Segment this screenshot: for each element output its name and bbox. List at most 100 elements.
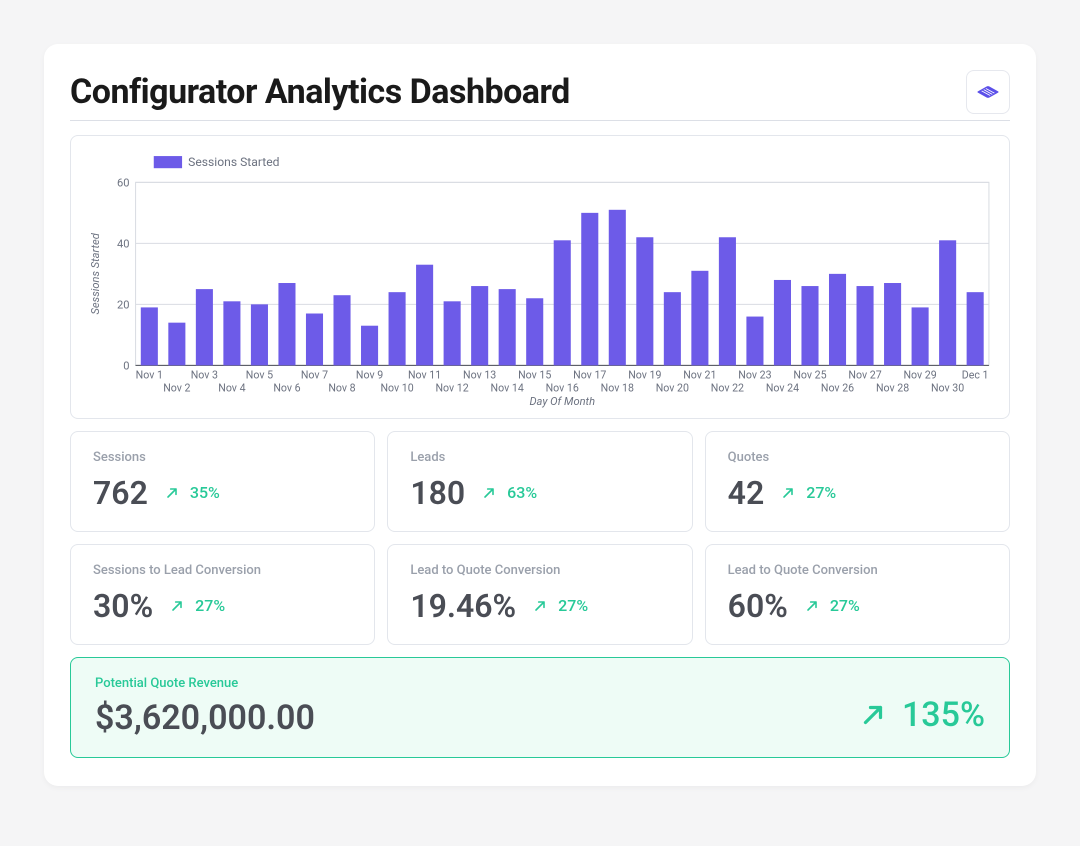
chart-bar [333,295,350,365]
kpi-delta-value: 35% [190,483,220,502]
dashboard-header: Configurator Analytics Dashboard [70,70,1010,121]
chart-bar [223,301,240,365]
chart-bar [746,317,763,366]
page-title: Configurator Analytics Dashboard [70,72,570,112]
trend-up-arrow-icon [481,485,497,501]
x-tick-label: Nov 20 [656,382,689,395]
kpi-card: Leads18063% [387,431,692,532]
kpi-value: 42 [728,477,765,509]
sessions-bar-chart: Sessions Started0204060Sessions StartedD… [85,150,995,408]
kpi-delta: 35% [164,483,220,502]
x-tick-label: Nov 12 [436,382,469,395]
x-tick-label: Nov 28 [876,382,909,395]
kpi-delta: 27% [532,596,588,615]
chart-bar [361,326,378,366]
revenue-delta: 135% [858,695,985,735]
chart-bar [884,283,901,365]
analytics-dashboard: Configurator Analytics Dashboard Sessio [44,44,1036,786]
y-axis-label: Sessions Started [89,232,102,314]
trend-up-arrow-icon [780,485,796,501]
x-tick-label: Nov 1 [136,369,163,382]
x-tick-label: Nov 6 [273,382,300,395]
x-tick-label: Nov 8 [328,382,355,395]
x-tick-label: Nov 2 [163,382,190,395]
chart-bar [444,301,461,365]
x-tick-label: Nov 29 [903,369,936,382]
trend-up-arrow-icon [858,700,888,730]
legend-label: Sessions Started [188,155,279,169]
kpi-card: Sessions to Lead Conversion30%27% [70,544,375,645]
kpi-card: Lead to Quote Conversion 60% 27% [705,544,1010,645]
y-tick-label: 0 [123,359,129,372]
chart-bar [967,292,984,365]
x-tick-label: Dec 1 [962,369,989,382]
kpi-card: Sessions 762 35% [70,431,375,532]
x-tick-label: Nov 15 [518,369,551,382]
x-tick-label: Nov 25 [793,369,826,382]
x-tick-label: Nov 30 [931,382,964,395]
x-tick-label: Nov 22 [711,382,744,395]
chart-bar [471,286,488,365]
chart-bar [912,307,929,365]
chart-bar [664,292,681,365]
chart-bar [499,289,516,365]
kpi-value: 180 [410,477,465,509]
x-tick-label: Nov 14 [491,382,524,395]
kpi-label: Sessions to Lead Conversion [93,563,352,578]
trend-up-arrow-icon [804,598,820,614]
trend-up-arrow-icon [532,598,548,614]
kpi-label: Lead to Quote Conversion [728,563,987,578]
chart-bar [939,240,956,365]
kpi-delta: 27% [169,596,225,615]
app-logo-icon [966,70,1010,114]
x-tick-label: Nov 19 [628,369,661,382]
trend-up-arrow-icon [169,598,185,614]
kpi-label: Leads [410,450,669,465]
y-tick-label: 20 [117,298,130,311]
chart-bar [609,210,626,366]
kpi-label: Sessions [93,450,352,465]
kpi-delta-value: 27% [558,596,588,615]
chart-bar [251,304,268,365]
x-tick-label: Nov 24 [766,382,799,395]
chart-bar [774,280,791,365]
kpi-delta-value: 27% [806,483,836,502]
x-tick-label: Nov 13 [463,369,496,382]
sessions-chart-panel: Sessions Started0204060Sessions StartedD… [70,135,1010,419]
revenue-label: Potential Quote Revenue [95,676,315,691]
kpi-card: Lead to Quote Conversion 19.46% 27% [387,544,692,645]
x-tick-label: Nov 23 [738,369,771,382]
kpi-value: 19.46% [410,590,516,622]
kpi-value: 60% [728,590,788,622]
kpi-value: 762 [93,477,148,509]
chart-bar [636,237,653,365]
x-tick-label: Nov 7 [301,369,328,382]
trend-up-arrow-icon [164,485,180,501]
x-tick-label: Nov 4 [218,382,245,395]
chart-bar [829,274,846,366]
chart-bar [168,323,185,366]
kpi-label: Lead to Quote Conversion [410,563,669,578]
chart-bar [719,237,736,365]
chart-bar [526,298,543,365]
chart-bar [581,213,598,366]
x-tick-label: Nov 21 [683,369,716,382]
kpi-grid: Sessions76235%Leads18063%Quotes4227%Sess… [70,431,1010,645]
chart-bar [306,314,323,366]
x-axis-label: Day Of Month [529,395,595,408]
kpi-delta: 27% [804,596,860,615]
x-tick-label: Nov 5 [246,369,273,382]
x-tick-label: Nov 26 [821,382,854,395]
kpi-delta-value: 27% [195,596,225,615]
chart-bar [389,292,406,365]
y-tick-label: 60 [117,176,130,189]
chart-bar [141,307,158,365]
revenue-value: $3,620,000.00 [95,701,315,735]
chart-bar [691,271,708,366]
revenue-panel: Potential Quote Revenue $3,620,000.00 13… [70,657,1010,758]
chart-bar [196,289,213,365]
chart-bar [857,286,874,365]
x-tick-label: Nov 9 [356,369,383,382]
chart-bar [801,286,818,365]
x-tick-label: Nov 10 [380,382,413,395]
